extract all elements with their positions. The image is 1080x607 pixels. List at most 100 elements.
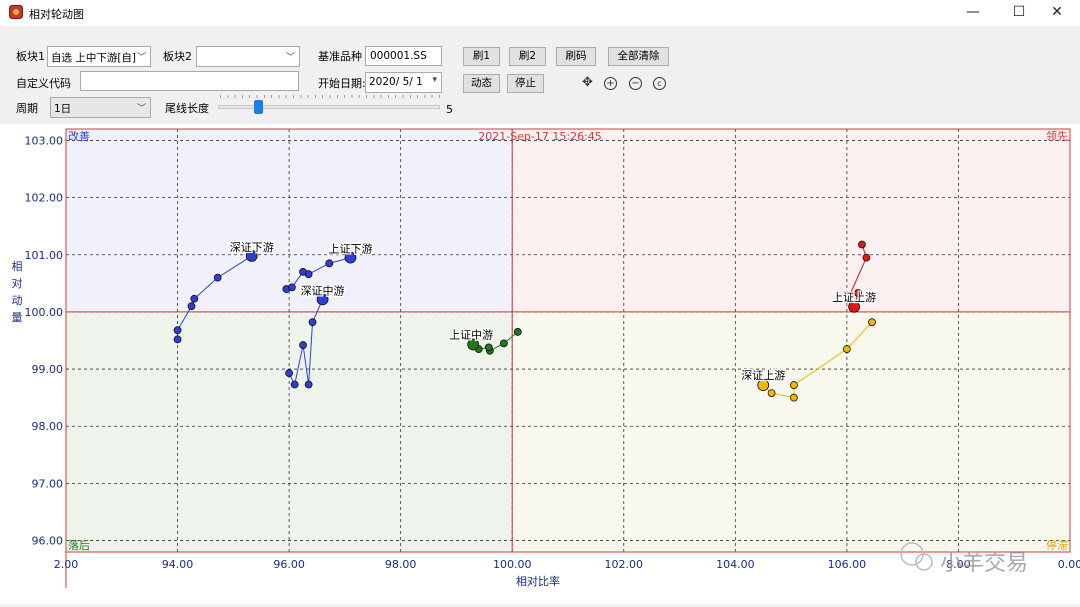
series-tail-point: [305, 271, 312, 278]
series-tail-point: [863, 254, 870, 261]
y-tick-label: 100.00: [25, 306, 64, 319]
wechat-logo-icon: [916, 554, 932, 570]
quadrant-label-lagging: 落后: [68, 539, 90, 552]
refresh-code-button[interactable]: 刷码: [556, 47, 596, 66]
start-date-picker[interactable]: 2020/ 5/ 1 ▾: [365, 72, 442, 93]
animate-button[interactable]: 动态: [463, 74, 500, 93]
y-tick-label: 98.00: [32, 420, 64, 433]
series-tail-point: [790, 394, 797, 401]
series-tail-point: [500, 340, 507, 347]
board1-label: 板块1: [16, 48, 45, 64]
chevron-down-icon: ﹀: [137, 101, 146, 114]
zoom-in-icon[interactable]: +: [604, 77, 617, 90]
period-select[interactable]: 1日 ﹀: [50, 97, 151, 118]
series-label: 上证中游: [449, 329, 493, 342]
quadrant-weakening-bg: [512, 312, 1070, 552]
series-tail-point: [174, 336, 181, 343]
x-tick-label: 102.00: [605, 558, 644, 571]
x-tick-label: 98.00: [385, 558, 417, 571]
board2-label: 板块2: [163, 48, 192, 64]
quadrant-label-leading: 领先: [1046, 130, 1068, 143]
series-label: 上证下游: [328, 243, 372, 256]
board1-select[interactable]: 自选 上中下游[自] ﹀: [47, 46, 151, 67]
y-tick-label: 102.00: [25, 192, 64, 205]
watermark-text: 小羊交易: [940, 551, 1028, 576]
tail-length-value: 5: [446, 103, 453, 116]
series-label: 深证下游: [230, 241, 274, 254]
series-tail-point: [514, 328, 521, 335]
series-tail-point: [485, 344, 492, 351]
x-tick-label: 94.00: [162, 558, 194, 571]
series-label: 上证上游: [832, 291, 876, 304]
chevron-down-icon: ﹀: [286, 50, 295, 63]
refresh2-button[interactable]: 刷2: [509, 47, 546, 66]
x-tick-label: 106.00: [828, 558, 867, 571]
series-tail-point: [300, 342, 307, 349]
series-label: 深证上游: [741, 369, 785, 382]
board2-select[interactable]: ﹀: [196, 46, 300, 67]
series-tail-point: [305, 381, 312, 388]
series-tail-point: [309, 319, 316, 326]
zoom-out-icon[interactable]: −: [629, 77, 642, 90]
series-tail-point: [288, 284, 295, 291]
x-tick-label: 2.00: [54, 558, 79, 571]
series-tail-point: [326, 260, 333, 267]
y-axis-label-char: 量: [12, 311, 23, 324]
quadrant-label-weakening: 停滞: [1046, 538, 1068, 552]
rrg-chart[interactable]: 2.00 94.00 96.00 98.00 100.00 102.00 104.00 106…: [0, 124, 1080, 604]
tail-length-label: 尾线长度: [165, 100, 209, 116]
start-date-label: 开始日期:: [318, 75, 366, 91]
series-tail-point: [291, 381, 298, 388]
chevron-down-icon: ﹀: [137, 50, 146, 63]
series-tail-point: [286, 370, 293, 377]
x-tick-label: 0.00: [1058, 558, 1080, 571]
y-axis-label-char: 对: [12, 276, 23, 290]
copyright-icon[interactable]: c: [653, 77, 666, 90]
y-tick-label: 99.00: [32, 363, 64, 376]
custom-code-input[interactable]: [80, 71, 299, 91]
y-tick-label: 103.00: [25, 134, 64, 147]
quadrant-leading-bg: [512, 129, 1070, 312]
series-tail-point: [768, 390, 775, 397]
app-logo-icon: [9, 5, 23, 19]
window-title: 相对轮动图: [29, 6, 84, 22]
series-tail-point: [790, 382, 797, 389]
series-tail-point: [188, 303, 195, 310]
y-axis-label-char: 动: [12, 294, 23, 307]
benchmark-label: 基准品种: [318, 48, 362, 64]
refresh1-button[interactable]: 刷1: [463, 47, 500, 66]
series-tail-point: [191, 295, 198, 302]
tail-slider-thumb[interactable]: [254, 100, 263, 114]
x-axis-label: 相对比率: [516, 574, 560, 588]
x-tick-label: 104.00: [716, 558, 755, 571]
rrg-chart-panel: 2.00 94.00 96.00 98.00 100.00 102.00 104.00 106…: [0, 124, 1080, 604]
series-tail-point: [214, 274, 221, 281]
tail-slider-track[interactable]: [218, 105, 440, 109]
clear-all-button[interactable]: 全部清除: [608, 47, 669, 66]
period-label: 周期: [16, 100, 38, 116]
close-button[interactable]: ✕: [1034, 0, 1080, 26]
series-label: 深证中游: [301, 284, 345, 297]
stop-button[interactable]: 停止: [507, 74, 544, 93]
calendar-dropdown-icon: ▾: [432, 75, 437, 85]
series-tail-point: [174, 327, 181, 334]
x-tick-label: 100.00: [493, 558, 532, 571]
period-select-value: 1日: [54, 103, 71, 115]
tail-slider-ticks: [220, 95, 440, 98]
start-date-value: 2020/ 5/ 1: [369, 76, 423, 88]
board1-select-value: 自选 上中下游[自]: [51, 52, 136, 64]
y-tick-label: 96.00: [32, 535, 64, 548]
title-bar: 相对轮动图 — ☐ ✕: [0, 0, 1080, 26]
minimize-button[interactable]: —: [950, 0, 996, 26]
series-tail-point: [843, 346, 850, 353]
series-tail-point: [858, 241, 865, 248]
move-icon[interactable]: ✥: [581, 77, 594, 90]
timestamp-label: 2021-Sep-17 15:26:45: [478, 130, 602, 143]
quadrant-label-improving: 改善: [68, 129, 90, 143]
y-axis-label-char: 相: [12, 260, 23, 273]
series-tail-point: [868, 319, 875, 326]
benchmark-input[interactable]: 000001.SS: [365, 46, 442, 66]
y-tick-label: 101.00: [25, 249, 64, 262]
y-tick-label: 97.00: [32, 477, 64, 490]
